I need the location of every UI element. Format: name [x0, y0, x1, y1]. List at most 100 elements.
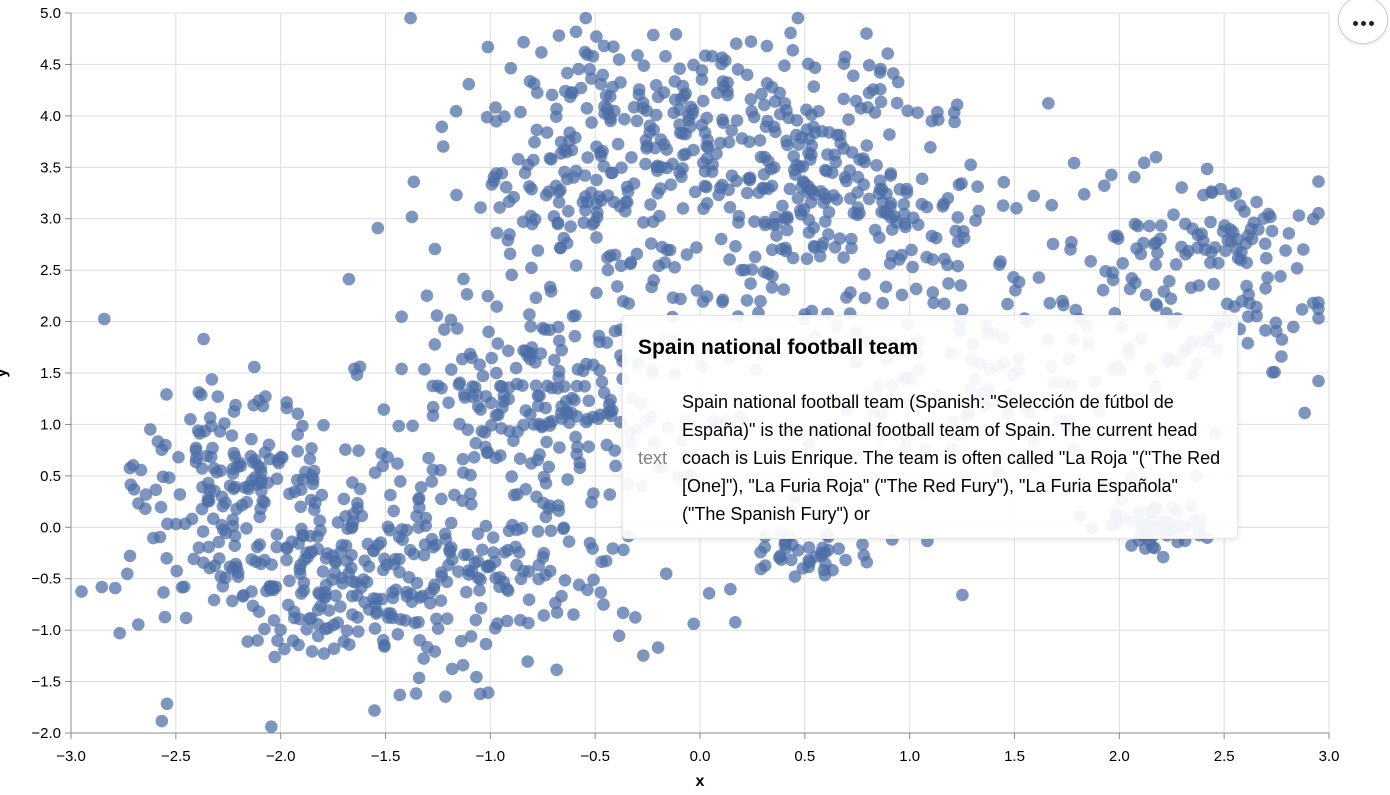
- scatter-point[interactable]: [860, 555, 874, 569]
- scatter-point[interactable]: [450, 322, 464, 335]
- scatter-point[interactable]: [676, 79, 690, 93]
- scatter-point[interactable]: [579, 11, 593, 25]
- scatter-point[interactable]: [321, 547, 334, 560]
- scatter-point[interactable]: [767, 161, 781, 174]
- scatter-point[interactable]: [729, 616, 742, 629]
- scatter-point[interactable]: [440, 612, 454, 625]
- scatter-point[interactable]: [721, 84, 734, 98]
- scatter-point[interactable]: [241, 635, 254, 648]
- scatter-point[interactable]: [717, 116, 730, 129]
- scatter-point[interactable]: [637, 649, 650, 662]
- scatter-point[interactable]: [197, 556, 210, 569]
- scatter-point[interactable]: [479, 440, 492, 454]
- scatter-point[interactable]: [743, 135, 756, 149]
- scatter-point[interactable]: [938, 297, 951, 311]
- scatter-point[interactable]: [805, 148, 818, 161]
- scatter-point[interactable]: [690, 284, 704, 297]
- scatter-point[interactable]: [443, 543, 456, 556]
- scatter-point[interactable]: [370, 592, 384, 606]
- scatter-point[interactable]: [184, 413, 197, 426]
- scatter-point[interactable]: [457, 272, 470, 286]
- scatter-point[interactable]: [514, 105, 527, 119]
- scatter-point[interactable]: [132, 618, 145, 631]
- scatter-point[interactable]: [639, 134, 653, 147]
- scatter-point[interactable]: [701, 133, 714, 147]
- scatter-point[interactable]: [868, 223, 882, 237]
- scatter-point[interactable]: [469, 613, 483, 627]
- scatter-point[interactable]: [417, 652, 431, 665]
- scatter-point[interactable]: [226, 563, 240, 576]
- scatter-point[interactable]: [845, 232, 858, 246]
- scatter-point[interactable]: [830, 193, 844, 206]
- scatter-point[interactable]: [637, 59, 651, 72]
- scatter-point[interactable]: [651, 164, 664, 177]
- scatter-point[interactable]: [460, 288, 474, 301]
- scatter-point[interactable]: [525, 261, 538, 275]
- scatter-point[interactable]: [926, 253, 940, 266]
- scatter-point[interactable]: [664, 178, 678, 191]
- scatter-point[interactable]: [342, 272, 356, 286]
- scatter-point[interactable]: [475, 424, 489, 438]
- scatter-point[interactable]: [1105, 168, 1118, 182]
- scatter-point[interactable]: [540, 126, 554, 139]
- scatter-point[interactable]: [391, 628, 405, 641]
- scatter-point[interactable]: [551, 382, 564, 395]
- scatter-point[interactable]: [463, 347, 477, 361]
- scatter-point[interactable]: [564, 220, 577, 233]
- scatter-point[interactable]: [885, 211, 898, 225]
- scatter-point[interactable]: [1192, 279, 1206, 292]
- scatter-point[interactable]: [543, 499, 557, 513]
- scatter-point[interactable]: [502, 195, 516, 208]
- scatter-point[interactable]: [552, 185, 566, 199]
- scatter-point[interactable]: [531, 525, 545, 538]
- scatter-point[interactable]: [1265, 224, 1279, 238]
- scatter-point[interactable]: [714, 232, 728, 246]
- scatter-point[interactable]: [955, 303, 969, 317]
- scatter-point[interactable]: [608, 324, 622, 338]
- scatter-point[interactable]: [501, 584, 515, 598]
- scatter-point[interactable]: [471, 400, 485, 413]
- scatter-point[interactable]: [569, 25, 583, 39]
- scatter-point[interactable]: [346, 608, 359, 621]
- scatter-point[interactable]: [601, 263, 615, 277]
- scatter-point[interactable]: [817, 196, 830, 209]
- scatter-point[interactable]: [1175, 181, 1188, 194]
- scatter-point[interactable]: [159, 438, 172, 452]
- scatter-point[interactable]: [376, 633, 390, 647]
- scatter-point[interactable]: [550, 102, 563, 116]
- scatter-point[interactable]: [493, 201, 507, 214]
- scatter-point[interactable]: [309, 496, 322, 510]
- scatter-point[interactable]: [212, 535, 225, 549]
- scatter-point[interactable]: [505, 268, 518, 282]
- scatter-point[interactable]: [474, 601, 488, 615]
- scatter-point[interactable]: [406, 419, 419, 433]
- scatter-point[interactable]: [513, 452, 527, 466]
- scatter-point[interactable]: [1229, 187, 1243, 200]
- scatter-point[interactable]: [892, 253, 906, 266]
- scatter-point[interactable]: [1116, 257, 1129, 270]
- scatter-point[interactable]: [819, 215, 832, 228]
- scatter-point[interactable]: [574, 81, 588, 95]
- scatter-point[interactable]: [926, 286, 940, 299]
- scatter-point[interactable]: [489, 451, 503, 465]
- scatter-point[interactable]: [791, 544, 805, 557]
- scatter-point[interactable]: [343, 638, 356, 651]
- scatter-point[interactable]: [786, 251, 800, 265]
- scatter-point[interactable]: [476, 543, 489, 557]
- scatter-point[interactable]: [509, 540, 522, 554]
- scatter-point[interactable]: [394, 475, 407, 488]
- scatter-point[interactable]: [647, 28, 660, 42]
- scatter-point[interactable]: [723, 201, 737, 214]
- scatter-point[interactable]: [1128, 217, 1142, 231]
- scatter-point[interactable]: [858, 268, 871, 281]
- scatter-point[interactable]: [605, 166, 618, 180]
- scatter-point[interactable]: [1261, 271, 1274, 284]
- scatter-point[interactable]: [1204, 256, 1217, 270]
- scatter-point[interactable]: [430, 612, 443, 626]
- scatter-point[interactable]: [438, 323, 451, 336]
- scatter-point[interactable]: [924, 141, 937, 154]
- scatter-point[interactable]: [322, 604, 336, 617]
- scatter-point[interactable]: [519, 404, 533, 417]
- scatter-point[interactable]: [1224, 223, 1237, 236]
- scatter-point[interactable]: [307, 473, 320, 486]
